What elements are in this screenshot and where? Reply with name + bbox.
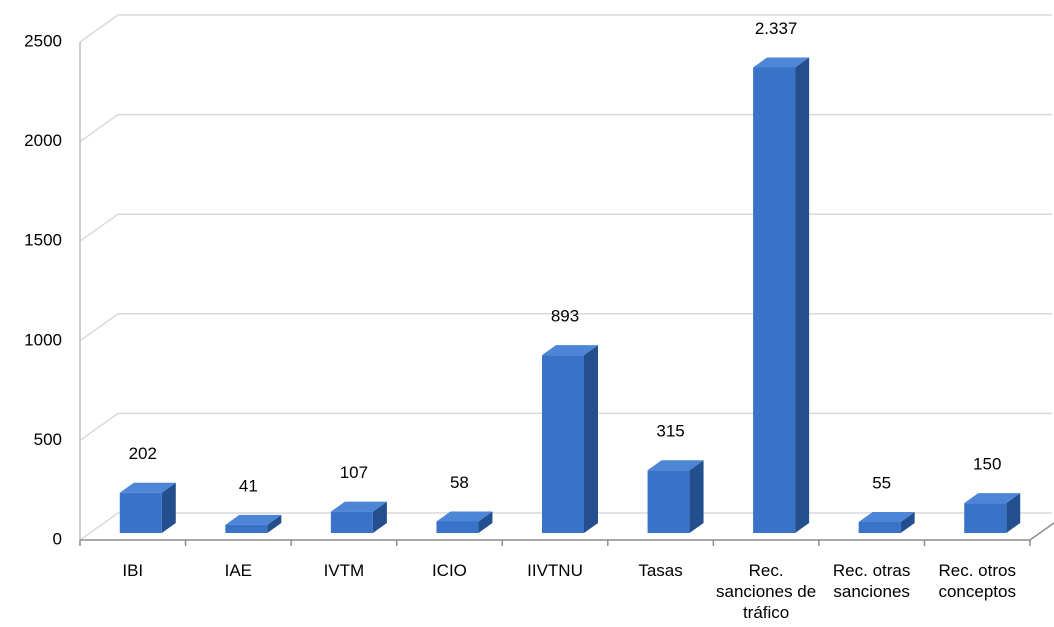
bar: [225, 514, 282, 533]
grid-line: [79, 113, 1052, 143]
y-tick-label: 2500: [24, 31, 62, 50]
x-tick-label: Rec. sanciones de tráfico: [716, 561, 817, 622]
bar: [964, 493, 1021, 533]
x-tick-label: IBI: [122, 561, 144, 580]
grid-line: [79, 14, 1052, 43]
value-label: 41: [239, 476, 258, 495]
bar-front: [858, 522, 901, 533]
bar: [858, 512, 915, 533]
grid-line: [79, 412, 1052, 442]
bar-top: [647, 460, 704, 471]
bar: [119, 482, 176, 533]
y-tick-label: 2000: [24, 131, 62, 150]
x-tick-label: Rec. otras sanciones: [832, 561, 911, 601]
bar-front: [964, 503, 1007, 533]
value-label: 58: [450, 473, 469, 492]
bar-top: [858, 512, 915, 523]
value-label: 202: [129, 444, 157, 463]
bar-side: [795, 57, 810, 533]
value-label: 893: [551, 307, 579, 326]
bar-front: [647, 470, 690, 533]
value-label: 107: [340, 463, 368, 482]
bar-side: [900, 512, 915, 533]
grid-line: [79, 313, 1052, 342]
value-label: 150: [973, 455, 1001, 474]
value-label: 55: [872, 474, 891, 493]
x-tick-label: ICIO: [431, 561, 467, 580]
bar-top: [119, 482, 176, 493]
bar: [647, 460, 704, 533]
bar-front: [542, 355, 584, 533]
bar-front: [225, 524, 268, 533]
bar-side: [584, 345, 598, 533]
bar-front: [330, 511, 373, 533]
bar-side: [478, 511, 493, 533]
grid-line: [79, 213, 1052, 242]
bar: [542, 345, 598, 533]
value-label: 315: [656, 422, 684, 441]
x-tick-label: IVTM: [323, 561, 365, 580]
bar-top: [225, 514, 282, 525]
bar-side: [1006, 493, 1021, 533]
bar-top: [330, 501, 387, 512]
y-tick-label: 1500: [24, 231, 62, 250]
bar-top: [753, 57, 810, 68]
bar-front: [436, 521, 479, 533]
bar-side: [161, 482, 176, 533]
bar-top: [542, 345, 598, 356]
x-tick-label: Tasas: [638, 561, 683, 580]
bar-top: [436, 511, 493, 522]
x-tick-label: IAE: [224, 561, 253, 580]
bar-top: [964, 493, 1021, 504]
bar-front: [753, 67, 796, 533]
bar-side: [372, 501, 387, 533]
bar-side: [689, 460, 704, 533]
y-tick-label: 0: [53, 529, 62, 548]
value-label: 2.337: [755, 19, 798, 38]
x-tick-label: Rec. otros conceptos: [938, 561, 1016, 601]
bar: [436, 511, 493, 533]
bar: [753, 57, 810, 533]
y-tick-label: 500: [34, 430, 62, 449]
bar-side: [267, 514, 282, 533]
x-tick-label: IIVTNU: [527, 561, 583, 580]
bar-front: [119, 492, 162, 533]
bar: [330, 501, 387, 533]
y-tick-label: 1000: [24, 330, 62, 349]
grid-line: [79, 512, 1052, 541]
